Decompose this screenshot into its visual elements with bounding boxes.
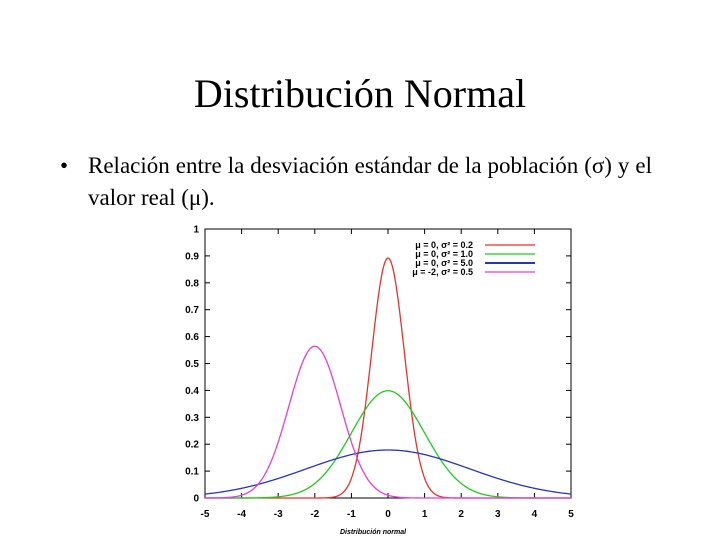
x-tick-label: -3	[274, 509, 283, 520]
series-line-2	[204, 449, 572, 495]
x-tick-label: 1	[422, 509, 428, 520]
bullet-dot-icon: •	[60, 153, 69, 178]
legend-label: μ = 0, σ² = 1.0	[415, 249, 473, 259]
x-tick-label: -5	[201, 509, 210, 520]
y-tick-label: 0.2	[185, 440, 199, 451]
legend-label: μ = -2, σ² = 0.5	[412, 267, 473, 277]
series-line-0	[205, 257, 571, 499]
y-tick-label: 0.3	[185, 413, 199, 424]
y-tick-label: 0.8	[185, 278, 199, 289]
x-tick-label: 0	[385, 509, 391, 520]
x-tick-label: -1	[347, 509, 356, 520]
y-tick-label: 0.6	[185, 332, 199, 343]
x-tick-label: 5	[568, 509, 574, 520]
y-tick-label: 0.9	[185, 251, 199, 262]
bullet-item: • Relación entre la desviación estándar …	[60, 150, 652, 214]
x-tick-label: -4	[237, 509, 246, 520]
y-tick-label: 0	[193, 494, 199, 505]
bullet-text: Relación entre la desviación estándar de…	[88, 153, 652, 210]
y-tick-label: 0.1	[185, 467, 199, 478]
series-line-3	[205, 345, 571, 499]
y-tick-label: 0.4	[185, 386, 199, 397]
y-tick-label: 0.7	[185, 305, 199, 316]
x-tick-label: 2	[458, 509, 464, 520]
x-tick-label: 4	[532, 509, 538, 520]
x-tick-label: -2	[310, 509, 319, 520]
legend-label: μ = 0, σ² = 5.0	[415, 258, 473, 268]
y-tick-label: 0.5	[185, 359, 199, 370]
slide-title: Distribución Normal	[193, 71, 527, 116]
normal-distribution-chart: -5 -4 -3 -2 -1 0 1 2 3 4 5 0 0.1 0.2 0.3 0.4 0.5 0.6 0.7 0.…	[185, 225, 574, 537]
x-tick-label: 3	[495, 509, 501, 520]
x-axis-label: Distribución normal	[340, 529, 407, 536]
plot-frame	[204, 228, 572, 499]
legend-label: μ = 0, σ² = 0.2	[415, 240, 473, 250]
y-tick-label: 1	[193, 225, 199, 236]
